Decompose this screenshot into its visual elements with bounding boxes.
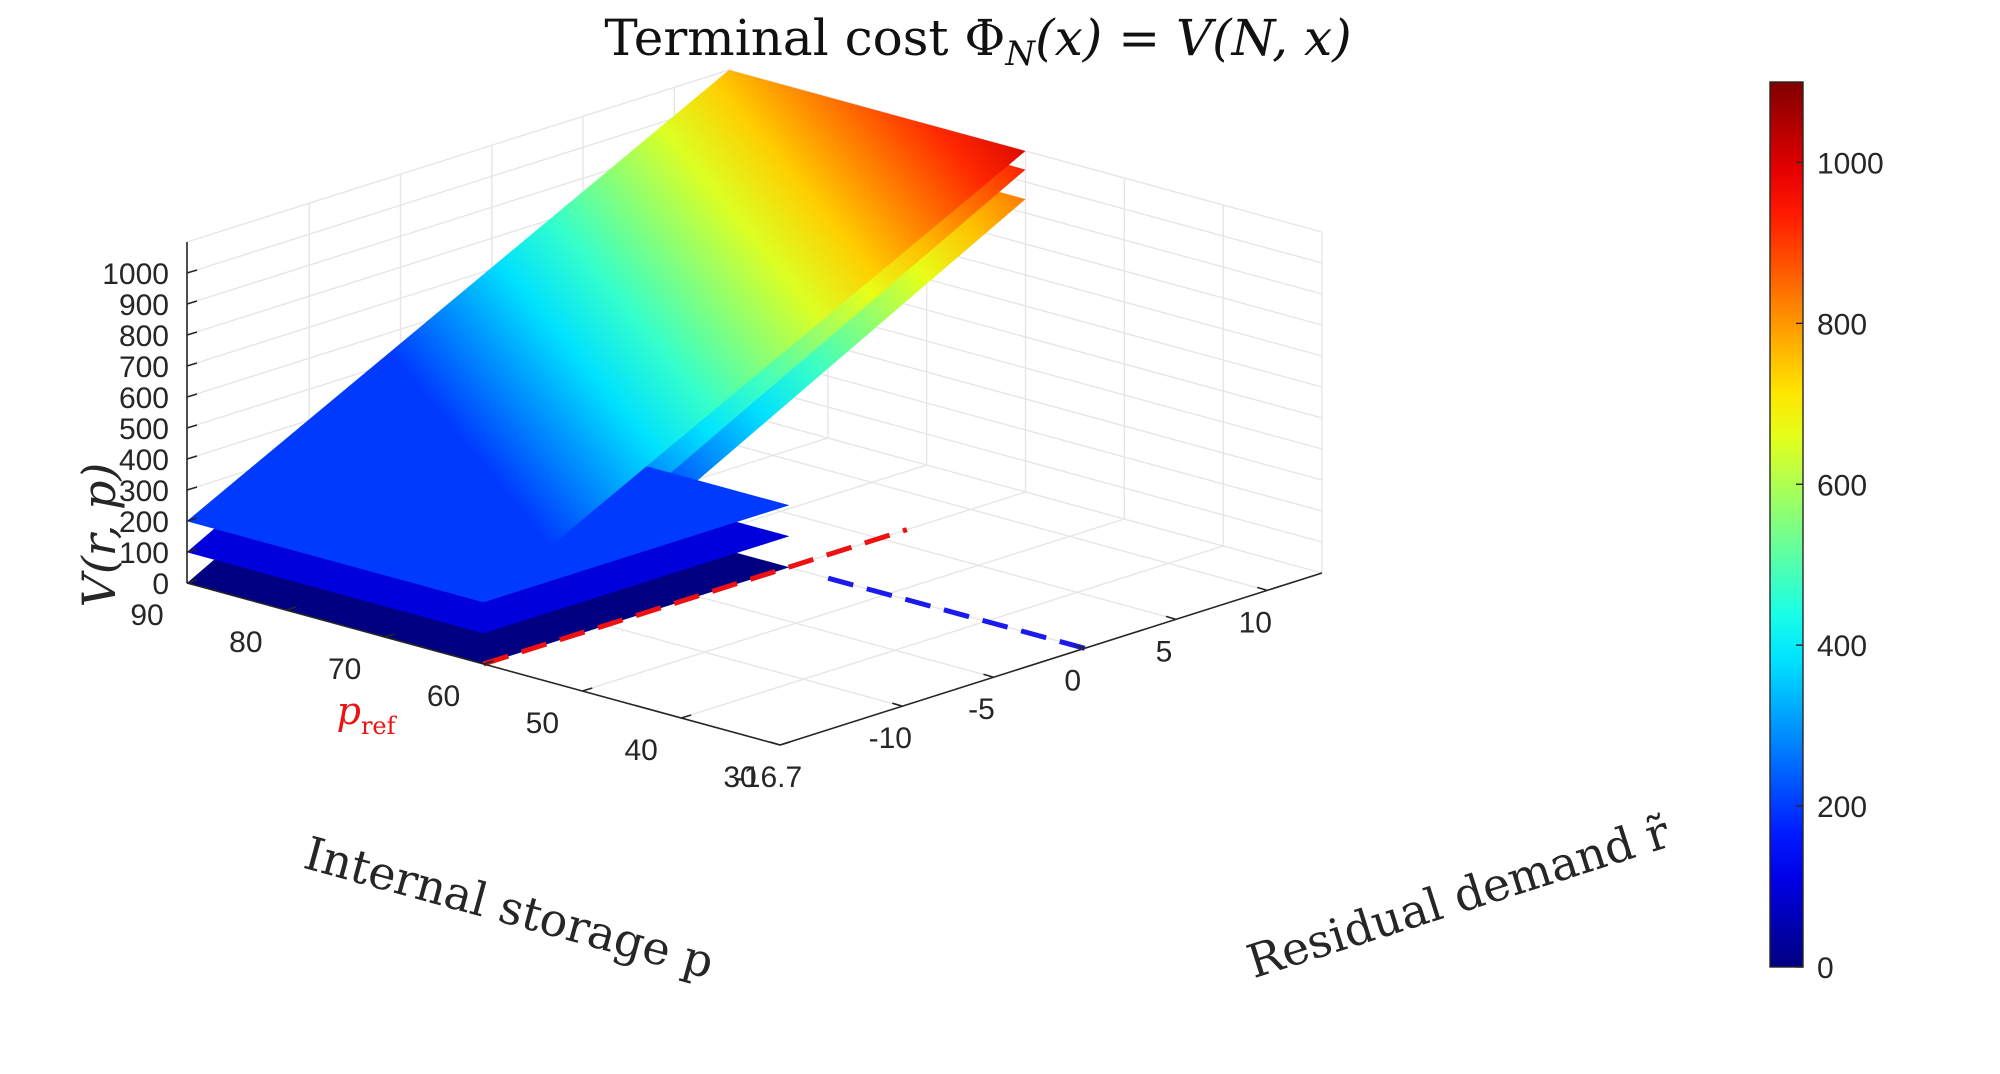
colorbar-tick-label: 400 <box>1817 630 1867 663</box>
colorbar-tick-label: 0 <box>1817 952 1834 985</box>
p-tick-label: 50 <box>526 707 559 740</box>
p-ref-subscript: ref <box>361 712 398 740</box>
colorbar: 0 200 400 600 800 1000 <box>1769 81 1884 985</box>
p-tick-mark <box>483 660 494 665</box>
p-tick-mark <box>186 579 198 584</box>
r-axis-label: Residual demand r̃ <box>1241 805 1676 989</box>
r-tick-label: -5 <box>968 693 995 726</box>
colorbar-tick-label: 600 <box>1817 469 1867 502</box>
p-tick-label: 70 <box>328 653 361 686</box>
reference-lines <box>482 527 1086 667</box>
p-axis-label: Internal storage p <box>299 826 720 989</box>
axes <box>186 242 1323 746</box>
z-tick-label: 500 <box>119 413 169 446</box>
r-tick-mark <box>1257 586 1268 592</box>
p-tick-mark <box>779 741 791 746</box>
r-tick-mark <box>983 673 994 679</box>
z-tick-label: 200 <box>119 506 169 539</box>
z-tick-mark <box>186 269 198 274</box>
p-ref-line <box>482 527 908 667</box>
p-tick-mark <box>680 714 692 719</box>
r-tick-mark <box>892 702 903 707</box>
r-tick-label: -10 <box>869 722 912 755</box>
title-subscript: N <box>1004 34 1036 74</box>
z-tick-mark <box>186 424 198 429</box>
p-tick-label: 90 <box>130 599 163 632</box>
title-lead: Terminal cost <box>604 9 964 67</box>
r-zero-line <box>817 572 1086 651</box>
p-ref-symbol: p <box>337 689 361 733</box>
z-tick-label: 0 <box>152 568 169 601</box>
p-ref-label: pref <box>337 689 398 740</box>
z-tick-mark <box>186 393 198 398</box>
z-tick-label: 700 <box>119 351 169 384</box>
z-tick-mark <box>186 517 198 522</box>
r-tick-label: 5 <box>1156 635 1173 668</box>
colorbar-bar <box>1769 81 1804 968</box>
p-tick-label: 40 <box>624 734 657 767</box>
z-tick-label: 600 <box>119 382 169 415</box>
z-tick-label: 400 <box>119 444 169 477</box>
title-symbol: Φ <box>964 9 1005 67</box>
grid-p <box>582 178 1126 692</box>
r-tick-label: 0 <box>1064 664 1081 697</box>
p-tick-label: 80 <box>229 626 262 659</box>
r-axis-line <box>779 572 1323 746</box>
z-tick-mark <box>186 548 198 553</box>
r-tick-mark <box>1074 644 1085 650</box>
colorbar-tick-label: 800 <box>1817 308 1867 341</box>
r-tick-label: 10 <box>1239 606 1272 639</box>
z-tick-label: 100 <box>119 537 169 570</box>
p-tick-mark <box>285 606 297 611</box>
r-tick-label: -16.7 <box>734 761 802 794</box>
z-tick-mark <box>186 300 198 305</box>
z-tick-mark <box>186 486 198 491</box>
chart-title: Terminal cost ΦN(x) = V(N, x) <box>604 9 1351 74</box>
surfaces <box>185 70 1026 665</box>
p-tick-mark <box>582 687 593 692</box>
grid-p <box>680 205 1224 719</box>
z-tick-mark <box>186 362 198 367</box>
z-tick-label: 800 <box>119 320 169 353</box>
z-tick-mark <box>186 455 198 460</box>
z-tick-label: 300 <box>119 475 169 508</box>
z-tick-mark <box>186 331 198 336</box>
z-axis-label: V(r, p) <box>72 463 126 608</box>
colorbar-tick-label: 1000 <box>1817 147 1884 180</box>
r-tick-mark <box>1165 615 1177 621</box>
z-tick-label: 900 <box>119 289 169 322</box>
title-rest: (x) = V(N, x) <box>1035 9 1352 67</box>
p-tick-label: 30 <box>723 761 756 794</box>
colorbar-tick-label: 200 <box>1817 791 1867 824</box>
r-tick-mark <box>769 741 781 746</box>
z-tick-label: 1000 <box>102 258 169 291</box>
p-tick-label: 60 <box>427 680 460 713</box>
p-tick-mark <box>384 633 395 638</box>
surface-ramp-200 <box>187 70 1026 602</box>
tick-labels: 0100200300400500600700800900100090807060… <box>102 258 1272 794</box>
